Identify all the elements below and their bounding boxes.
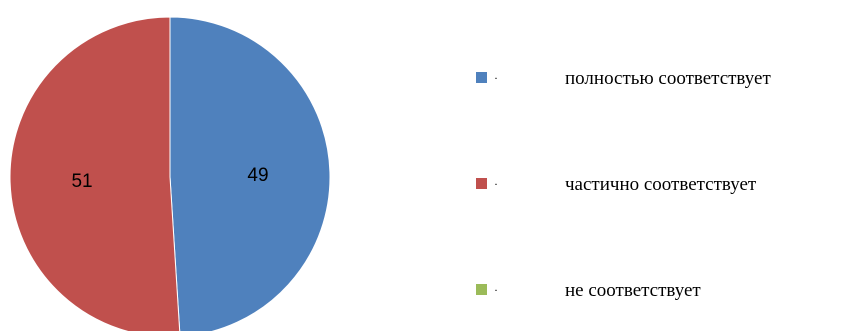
legend-entry-3: не соответствует — [565, 280, 701, 301]
legend: · полностью соответствует · частично соотве… — [476, 68, 771, 301]
pie-data-labels: 49 51 — [71, 165, 268, 192]
legend-marker-2: · — [494, 177, 498, 191]
pie-slice-2 — [9, 16, 181, 331]
legend-swatch-1 — [476, 72, 487, 83]
pie-slices — [9, 16, 331, 331]
data-label-2: 51 — [71, 171, 92, 192]
legend-marker-1: · — [494, 71, 498, 85]
legend-swatch-2 — [476, 178, 487, 189]
data-label-1: 49 — [247, 165, 268, 186]
pie-slice-1 — [169, 16, 331, 331]
legend-marker-3: · — [494, 283, 498, 297]
legend-swatch-3 — [476, 284, 487, 295]
legend-entry-2: частично соответствует — [565, 174, 757, 195]
legend-entry-1: полностью соответствует — [565, 68, 771, 89]
